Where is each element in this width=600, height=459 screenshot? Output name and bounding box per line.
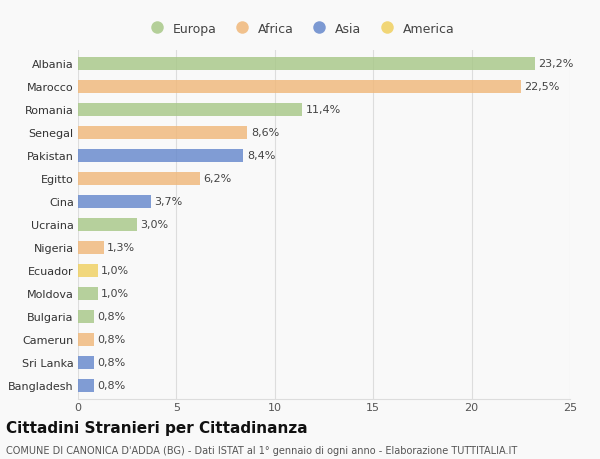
- Text: 0,8%: 0,8%: [97, 312, 125, 322]
- Text: 22,5%: 22,5%: [524, 82, 560, 92]
- Text: 1,0%: 1,0%: [101, 289, 130, 299]
- Bar: [78, 127, 247, 140]
- Bar: [78, 58, 535, 71]
- Text: 0,8%: 0,8%: [97, 381, 125, 391]
- Text: 11,4%: 11,4%: [306, 105, 341, 115]
- Bar: [78, 104, 302, 117]
- Text: 1,0%: 1,0%: [101, 266, 130, 276]
- Bar: [78, 287, 98, 300]
- Text: 8,4%: 8,4%: [247, 151, 275, 161]
- Bar: [78, 379, 94, 392]
- Bar: [78, 150, 244, 162]
- Text: Cittadini Stranieri per Cittadinanza: Cittadini Stranieri per Cittadinanza: [6, 420, 308, 435]
- Bar: [78, 81, 521, 94]
- Text: 0,8%: 0,8%: [97, 335, 125, 345]
- Bar: [78, 173, 200, 185]
- Bar: [78, 356, 94, 369]
- Bar: [78, 310, 94, 323]
- Text: 3,0%: 3,0%: [140, 220, 169, 230]
- Legend: Europa, Africa, Asia, America: Europa, Africa, Asia, America: [139, 18, 460, 41]
- Text: 1,3%: 1,3%: [107, 243, 135, 253]
- Bar: [78, 333, 94, 346]
- Text: 23,2%: 23,2%: [538, 59, 574, 69]
- Bar: [78, 264, 98, 277]
- Text: 8,6%: 8,6%: [251, 128, 279, 138]
- Bar: [78, 196, 151, 208]
- Text: COMUNE DI CANONICA D'ADDA (BG) - Dati ISTAT al 1° gennaio di ogni anno - Elabora: COMUNE DI CANONICA D'ADDA (BG) - Dati IS…: [6, 445, 517, 455]
- Text: 0,8%: 0,8%: [97, 358, 125, 368]
- Bar: [78, 241, 104, 254]
- Text: 3,7%: 3,7%: [154, 197, 182, 207]
- Text: 6,2%: 6,2%: [203, 174, 232, 184]
- Bar: [78, 218, 137, 231]
